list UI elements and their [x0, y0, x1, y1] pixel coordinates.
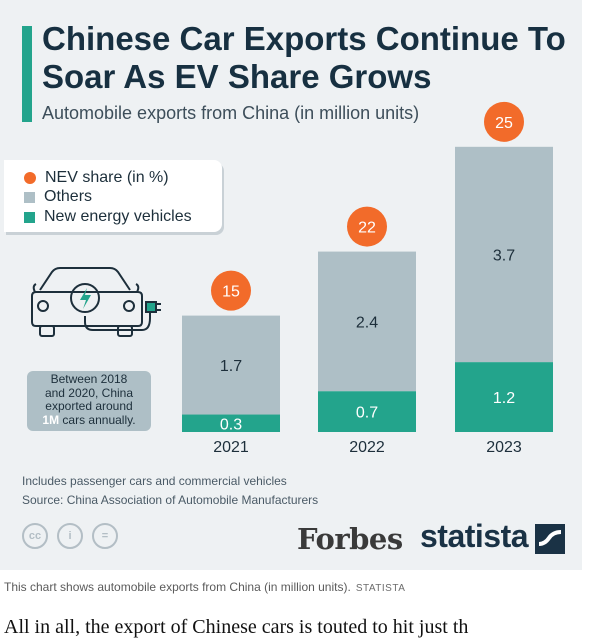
legend-swatch — [24, 191, 35, 203]
history-note: Between 2018 and 2020, China exported ar… — [27, 371, 151, 431]
legend-item-others: Others — [24, 187, 92, 207]
legend-item-nev-share: NEV share (in %) — [24, 168, 169, 188]
note-line-end: cars annually. — [62, 412, 136, 427]
legend-swatch — [24, 211, 35, 223]
label-nev-2021: 0.3 — [220, 416, 242, 433]
statista-logo-text: statista — [420, 518, 529, 554]
label-others-2023: 3.7 — [493, 247, 515, 264]
legend-label: New energy vehicles — [44, 208, 192, 225]
caption-source: STATISTA — [355, 583, 406, 594]
legend-label: NEV share (in %) — [45, 169, 169, 186]
ev-car-icon — [31, 267, 161, 337]
chart-subtitle: Automobile exports from China (in millio… — [42, 103, 420, 123]
legend: NEV share (in %) Others New energy vehic… — [4, 160, 222, 232]
legend-label: Others — [44, 188, 93, 205]
bar-nev-2022 — [318, 391, 416, 432]
nev-share-bubble-2022 — [347, 206, 387, 247]
caption-text: This chart shows automobile exports from… — [4, 580, 351, 594]
label-nev-2022: 0.7 — [356, 405, 378, 422]
bar-nev-2021 — [182, 414, 280, 432]
bar-others-2021 — [182, 315, 280, 415]
forbes-logo: Forbes — [297, 522, 403, 556]
note-line: Between 2018 — [50, 372, 128, 386]
chart-title: Chinese Car Exports Continue To Soar As … — [42, 20, 566, 95]
x-tick-2022: 2022 — [349, 439, 385, 456]
stacked-bar-chart: 1.7 0.3 2021 15 2.4 0.7 2022 22 3.7 1.2 2023 25 — [182, 101, 553, 456]
note-line: exported around — [45, 399, 133, 413]
statista-logo-icon — [535, 524, 565, 554]
nev-share-bubble-2023 — [484, 101, 524, 142]
bar-others-2022 — [318, 251, 416, 392]
person-icon: i — [57, 523, 83, 549]
nev-share-label-2021: 15 — [222, 284, 240, 301]
note-line: 1M cars annually. — [27, 412, 151, 428]
label-others-2022: 2.4 — [356, 314, 378, 331]
nev-share-label-2023: 25 — [495, 115, 513, 132]
legend-swatch-circle — [24, 172, 36, 184]
cc-icon: cc — [22, 523, 48, 549]
label-nev-2023: 1.2 — [493, 390, 515, 407]
title-accent-bar — [22, 26, 32, 122]
x-tick-2021: 2021 — [213, 439, 249, 456]
nev-share-label-2022: 22 — [358, 220, 376, 237]
label-others-2021: 1.7 — [220, 358, 242, 375]
note-highlight: 1M — [42, 412, 60, 427]
note-line: and 2020, China — [44, 385, 134, 400]
legend-item-nev: New energy vehicles — [24, 207, 192, 227]
image-caption: This chart shows automobile exports from… — [4, 580, 405, 594]
bar-nev-2023 — [455, 362, 553, 432]
infographic-card: Chinese Car Exports Continue To Soar As … — [0, 0, 582, 570]
x-tick-2023: 2023 — [486, 439, 522, 456]
nev-share-bubble-2021 — [211, 270, 251, 311]
footnote-source: Source: China Association of Automobile … — [22, 493, 319, 507]
footnote-note: Includes passenger cars and commercial v… — [22, 474, 287, 488]
equal-icon: = — [92, 523, 118, 549]
bar-others-2023 — [455, 146, 553, 363]
